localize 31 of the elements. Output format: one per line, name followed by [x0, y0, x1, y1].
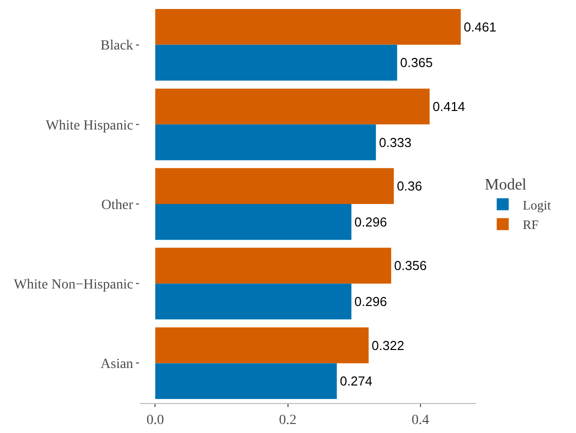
bar: [155, 88, 430, 124]
legend-label: Logit: [522, 197, 552, 212]
data-label: 0.333: [378, 134, 412, 150]
bar: [155, 284, 352, 320]
data-label: 0.296: [354, 294, 387, 310]
data-label: 0.322: [372, 338, 404, 353]
y-tick-label: White Non−Hispanic: [14, 278, 134, 292]
data-label: 0.365: [400, 55, 433, 70]
data-label: 0.461: [464, 19, 496, 34]
bar: [155, 168, 394, 204]
y-tick-label: Black: [100, 38, 134, 54]
bar: [155, 327, 369, 364]
data-label: 0.36: [396, 178, 422, 194]
y-tick-label: Asian: [100, 357, 134, 372]
bar: [155, 204, 352, 240]
x-tick-label: 0.0: [146, 412, 164, 428]
x-tick-label: 0.4: [412, 412, 430, 428]
y-tick-label: White Hispanic: [46, 118, 134, 134]
y-tick-label: Other: [101, 198, 134, 213]
bar: [155, 124, 376, 160]
bar: [155, 8, 461, 45]
data-label: 0.356: [394, 258, 427, 274]
data-label: 0.274: [340, 374, 372, 389]
legend-label: RF: [522, 217, 539, 232]
bar: [155, 363, 337, 400]
bar: [155, 44, 398, 81]
data-label: 0.414: [432, 98, 466, 114]
data-label: 0.296: [354, 214, 387, 230]
x-tick-label: 0.2: [279, 412, 297, 428]
legend-title: Model: [484, 176, 528, 194]
bar: [155, 248, 392, 284]
